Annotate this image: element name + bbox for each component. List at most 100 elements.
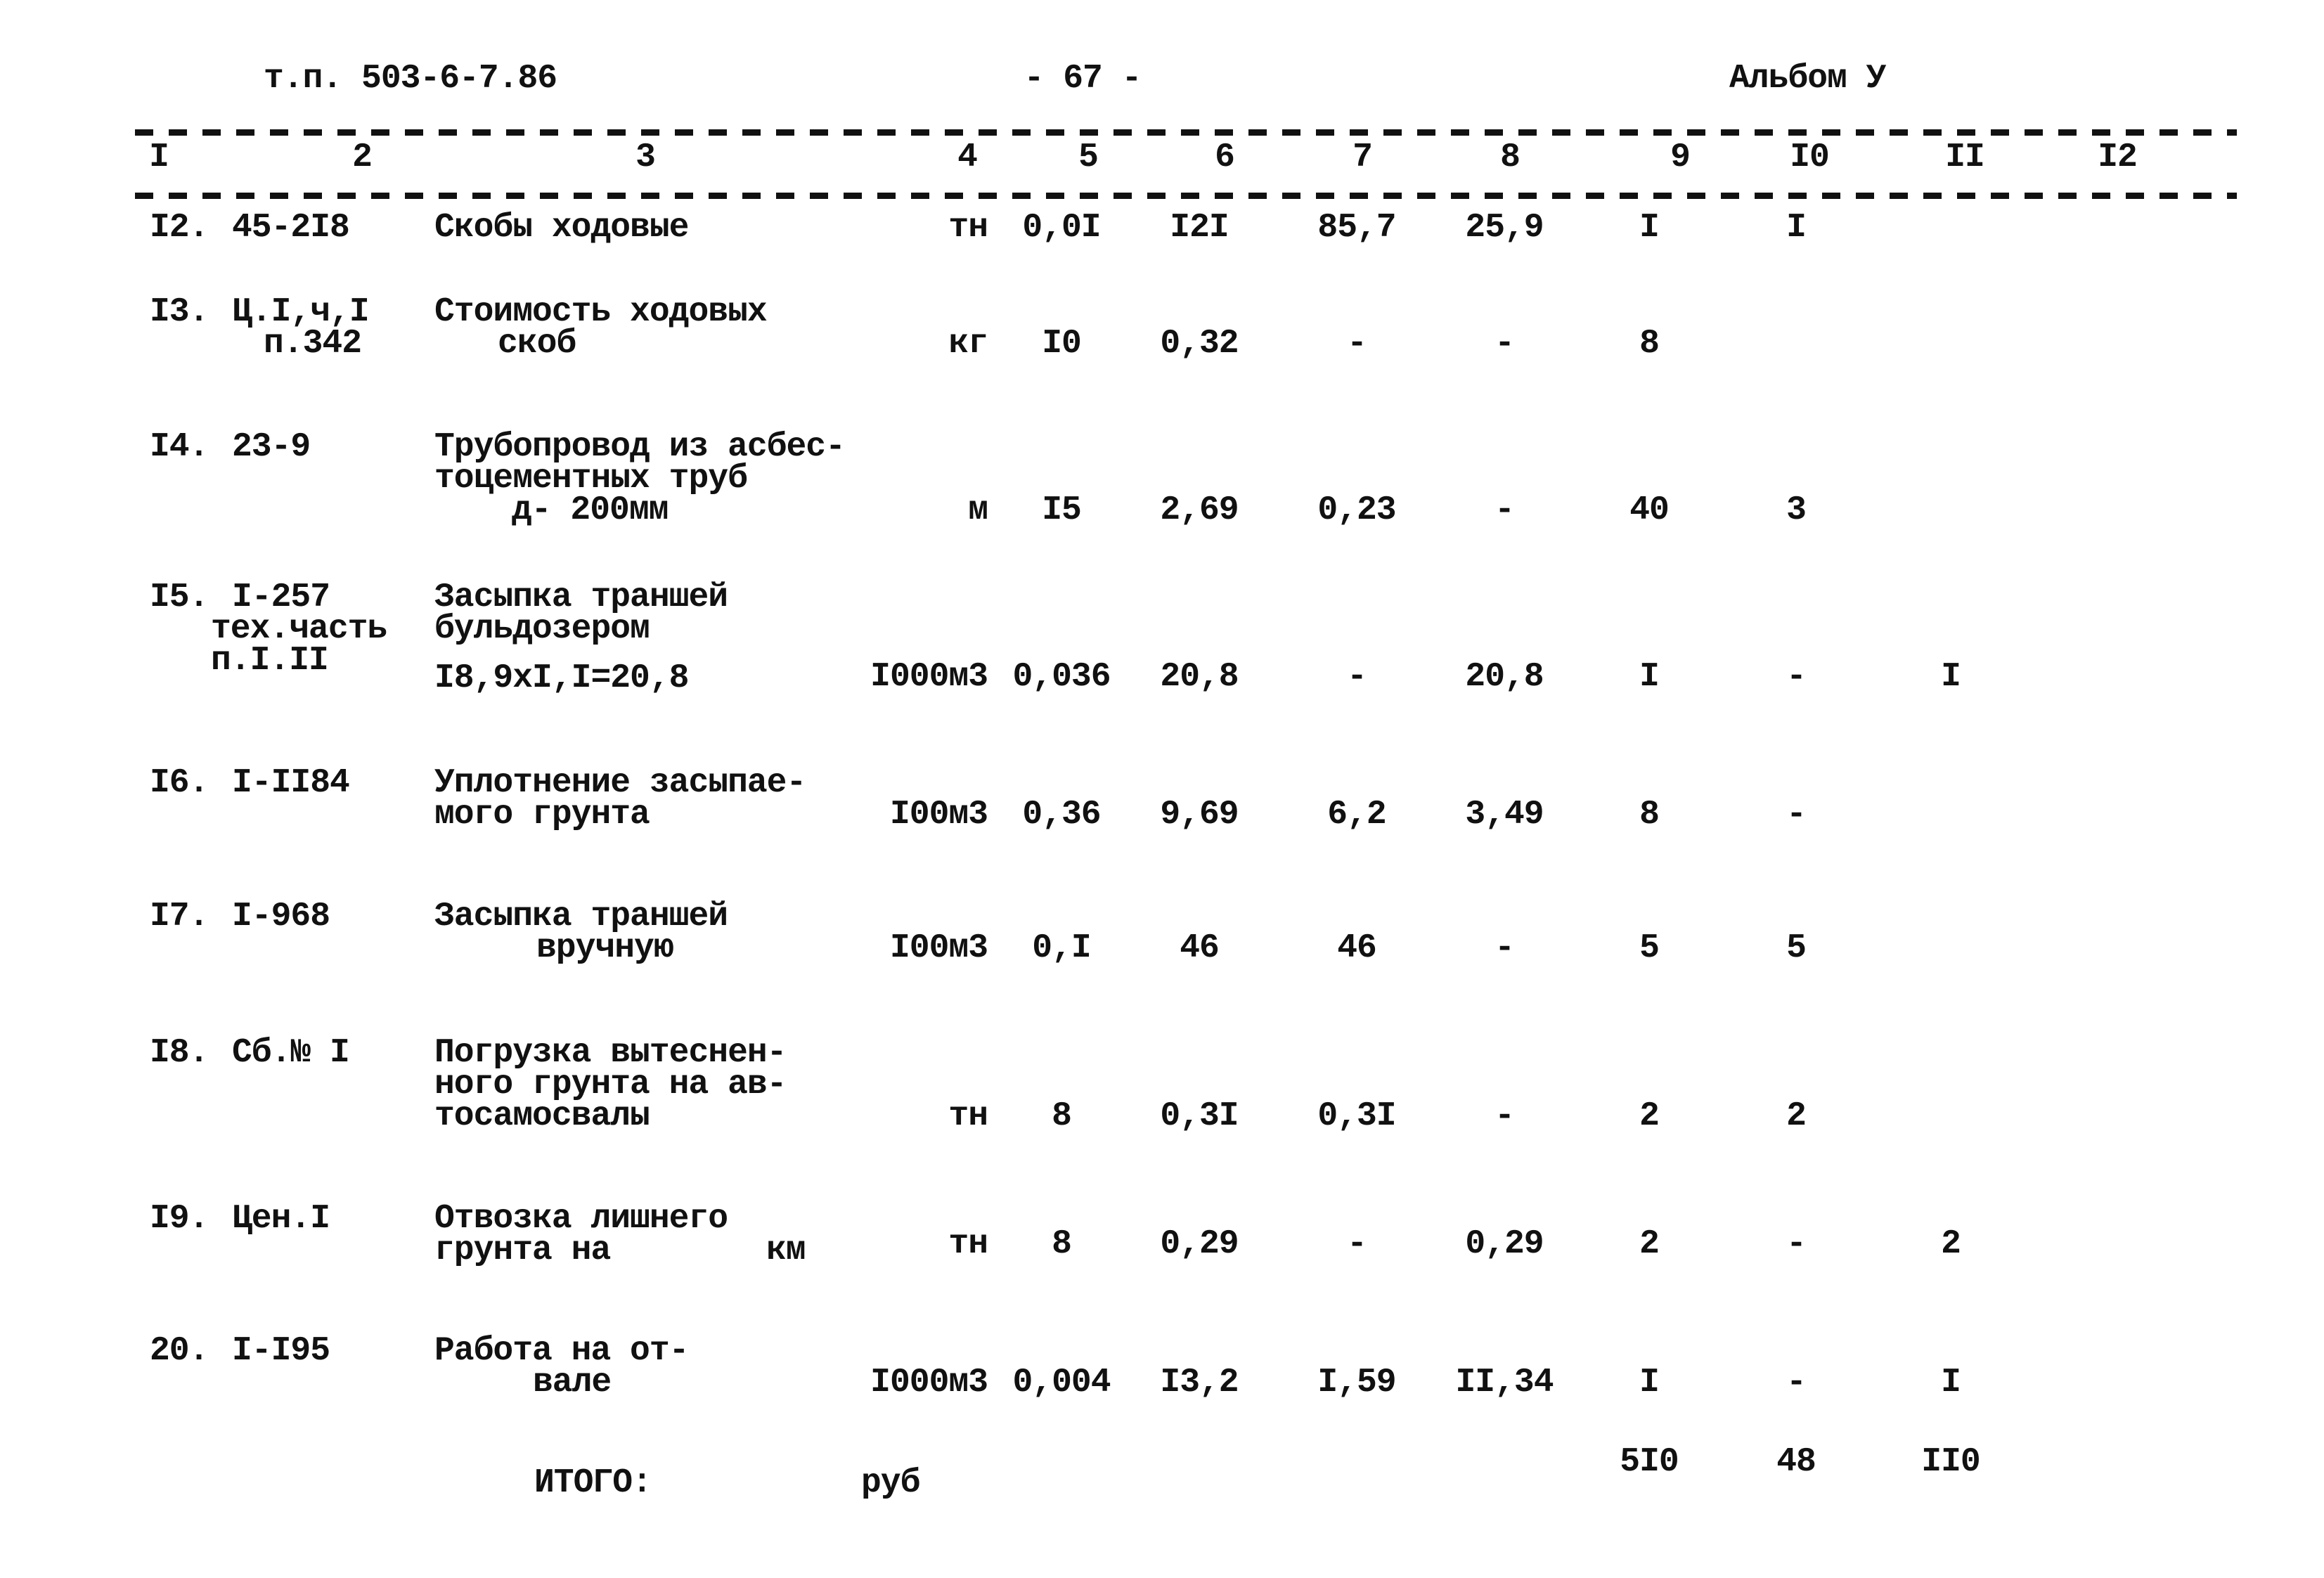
row-value-col6: 46: [1180, 929, 1220, 967]
row-name-line: Трубопровод из асбес-: [434, 428, 846, 466]
row-code-line: Цен.I: [232, 1200, 330, 1238]
row-number: 20.: [150, 1332, 209, 1370]
row-name-line: д- 200мм: [512, 491, 669, 529]
row-value-col7: 85,7: [1317, 209, 1396, 247]
row-unit: тн: [948, 209, 988, 247]
album-label: Альбом У: [1729, 60, 1886, 98]
row-value-col7: 46: [1337, 929, 1377, 967]
row-code-line: I-II84: [232, 764, 350, 802]
row-value-col8: 3,49: [1465, 796, 1544, 834]
row-value-col8: -: [1495, 1097, 1515, 1135]
row-value-col10: 2: [1786, 1097, 1807, 1135]
row-value-col7: -: [1347, 657, 1367, 696]
row-value-col10: 3: [1786, 491, 1807, 529]
row-name-line: ного грунта на ав-: [434, 1066, 787, 1104]
row-unit: I000м3: [870, 1364, 988, 1402]
total-unit: руб: [861, 1464, 920, 1502]
row-code-line: п.342: [264, 325, 362, 363]
total-value-col10: 48: [1776, 1443, 1816, 1481]
page-number: - 67 -: [1024, 60, 1142, 98]
total-value-col9: 5I0: [1620, 1443, 1679, 1481]
column-header-5: 5: [1078, 138, 1099, 176]
row-unit: м: [968, 491, 988, 529]
column-header-12: I2: [2098, 138, 2138, 176]
row-code-line: п.I.II: [211, 642, 329, 680]
row-value-col5: I0: [1042, 325, 1082, 363]
header-rule-bottom: [135, 193, 2237, 199]
row-code-line: I-968: [232, 898, 330, 936]
column-header-3: 3: [635, 138, 656, 176]
row-code-line: тех.часть: [211, 610, 387, 648]
row-code-line: 23-9: [232, 428, 311, 466]
row-name-line: Уплотнение засыпае-: [434, 764, 806, 802]
column-header-4: 4: [957, 138, 978, 176]
row-value-col8: -: [1495, 325, 1515, 363]
row-value-col5: 0,004: [1012, 1364, 1111, 1402]
row-value-col6: I2I: [1170, 209, 1229, 247]
row-name-line: Погрузка вытеснен-: [434, 1034, 787, 1072]
header-rule-top: [135, 129, 2237, 136]
row-name-line: тосамосвалы: [434, 1097, 650, 1135]
row-code-line: Ц.I,ч,I: [232, 293, 370, 331]
row-name-line: Работа на от-: [434, 1332, 689, 1370]
row-value-col5: 0,I: [1032, 929, 1091, 967]
row-name-line: вручную: [536, 929, 674, 967]
row-value-col8: -: [1495, 491, 1515, 529]
row-value-col6: 2,69: [1160, 491, 1239, 529]
row-unit: кг: [948, 325, 988, 363]
row-name-line: бульдозером: [434, 610, 650, 648]
row-name-line: скоб: [498, 325, 576, 363]
row-value-col10: -: [1786, 1225, 1807, 1263]
row-value-col6: 20,8: [1160, 657, 1239, 696]
row-number: I8.: [150, 1034, 209, 1072]
row-name-line: Скобы ходовые: [434, 209, 689, 247]
row-value-col6: 0,32: [1160, 325, 1239, 363]
row-code-line: Сб.№ I: [232, 1034, 350, 1072]
row-value-col7: 0,23: [1317, 491, 1396, 529]
row-value-col7: 6,2: [1327, 796, 1386, 834]
row-name-line: Отвозка лишнего: [434, 1200, 728, 1238]
row-value-col9: 2: [1639, 1225, 1660, 1263]
row-value-col10: I: [1786, 209, 1807, 247]
row-name-line: грунта на: [434, 1231, 611, 1269]
row-value-col8: II,34: [1455, 1364, 1554, 1402]
column-header-1: I: [149, 138, 169, 176]
row-value-col9: I: [1639, 209, 1660, 247]
row-unit: I00м3: [889, 929, 988, 967]
row-value-col7: I,59: [1317, 1364, 1396, 1402]
column-header-9: 9: [1670, 138, 1691, 176]
row-value-col10: -: [1786, 657, 1807, 696]
row-value-col10: 5: [1786, 929, 1807, 967]
row-number: I9.: [150, 1200, 209, 1238]
row-value-col7: -: [1347, 1225, 1367, 1263]
row-value-col5: 8: [1052, 1225, 1072, 1263]
row-value-col5: 0,36: [1022, 796, 1101, 834]
column-header-8: 8: [1500, 138, 1521, 176]
row-name-unit: км: [766, 1231, 806, 1269]
row-number: I3.: [150, 293, 209, 331]
row-value-col10: -: [1786, 1364, 1807, 1402]
row-code-line: I-I95: [232, 1332, 330, 1370]
row-value-col7: -: [1347, 325, 1367, 363]
row-number: I2.: [150, 209, 209, 247]
row-value-col8: 25,9: [1465, 209, 1544, 247]
doc-code: т.п. 503-6-7.86: [264, 60, 557, 98]
row-value-col9: 8: [1639, 325, 1660, 363]
row-name-line: мого грунта: [434, 796, 650, 834]
row-value-col5: 8: [1052, 1097, 1072, 1135]
row-code-line: I-257: [232, 578, 330, 616]
row-unit: I00м3: [889, 796, 988, 834]
row-value-col9: 8: [1639, 796, 1660, 834]
row-code-line: 45-2I8: [232, 209, 350, 247]
row-value-col8: -: [1495, 929, 1515, 967]
row-value-col5: 0,0I: [1022, 209, 1101, 247]
row-value-col9: I: [1639, 1364, 1660, 1402]
row-value-col11: 2: [1941, 1225, 1961, 1263]
column-header-6: 6: [1215, 138, 1235, 176]
row-value-col7: 0,3I: [1317, 1097, 1396, 1135]
row-value-col9: 40: [1629, 491, 1670, 529]
row-unit: тн: [948, 1225, 988, 1263]
row-value-col9: 5: [1639, 929, 1660, 967]
row-value-col11: I: [1941, 1364, 1961, 1402]
row-number: I7.: [150, 898, 209, 936]
